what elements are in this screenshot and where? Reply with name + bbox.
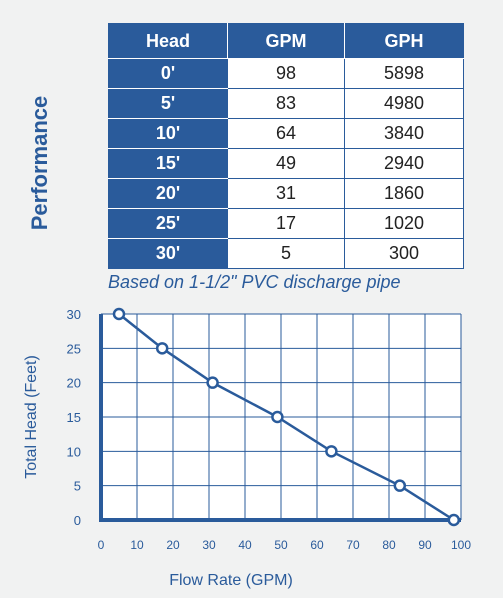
y-tick-label: 25 [67, 341, 81, 356]
gph-cell: 5898 [344, 58, 464, 89]
gph-cell: 1860 [344, 178, 464, 209]
table-row: 20' 31 1860 [108, 178, 464, 209]
table-row: 10' 64 3840 [108, 118, 464, 149]
data-point [393, 479, 407, 492]
data-point [271, 410, 284, 424]
y-axis-label: Total Head (Feet) [23, 355, 40, 479]
table-row: 30' 5 300 [108, 238, 464, 269]
gpm-cell: 49 [227, 148, 345, 179]
gph-cell: 4980 [344, 88, 464, 119]
gph-cell: 2940 [344, 148, 464, 179]
head-cell: 25' [108, 208, 228, 239]
head-cell: 5' [108, 88, 228, 119]
performance-table: Head GPM GPH 0' 98 5898 5' 83 4980 10' 6… [108, 23, 464, 269]
x-tick-label: 10 [130, 538, 144, 552]
gpm-cell: 64 [227, 118, 345, 149]
y-tick-label: 30 [67, 307, 81, 322]
gpm-cell: 5 [227, 238, 345, 269]
x-tick-label: 70 [346, 538, 360, 552]
x-tick-label: 90 [418, 538, 432, 552]
header-head: Head [108, 23, 228, 59]
header-gph: GPH [344, 23, 464, 59]
x-axis-label: Flow Rate (GPM) [169, 572, 293, 589]
y-tick-label: 20 [67, 376, 81, 391]
gph-cell: 1020 [344, 208, 464, 239]
head-cell: 15' [108, 148, 228, 179]
chart-ticks: 0 10 20 30 40 50 60 70 80 90 100 0 5 10 15 20 25 30 [67, 307, 472, 552]
y-tick-label: 15 [67, 410, 81, 425]
head-cell: 0' [108, 58, 228, 89]
head-cell: 10' [108, 118, 228, 149]
table-row: 5' 83 4980 [108, 88, 464, 119]
gpm-cell: 98 [227, 58, 345, 89]
data-point [155, 342, 169, 355]
x-tick-label: 50 [274, 538, 288, 552]
gpm-cell: 17 [227, 208, 345, 239]
x-tick-label: 100 [451, 538, 471, 552]
y-tick-label: 10 [67, 444, 81, 459]
header-gpm: GPM [227, 23, 345, 59]
data-point [447, 513, 461, 527]
x-tick-label: 20 [166, 538, 180, 552]
x-tick-label: 60 [310, 538, 324, 552]
head-cell: 30' [108, 238, 228, 269]
gph-cell: 3840 [344, 118, 464, 149]
x-tick-label: 80 [382, 538, 396, 552]
table-row: 15' 49 2940 [108, 148, 464, 179]
data-point [325, 445, 338, 458]
y-tick-label: 5 [74, 479, 81, 494]
chart-series [112, 307, 461, 527]
x-tick-label: 0 [98, 538, 105, 552]
table-header-row: Head GPM GPH [108, 23, 464, 59]
gph-cell: 300 [344, 238, 464, 269]
gpm-cell: 31 [227, 178, 345, 209]
head-cell: 20' [108, 178, 228, 209]
gpm-cell: 83 [227, 88, 345, 119]
section-label: Performance [27, 95, 52, 231]
performance-chart: 0 10 20 30 40 50 60 70 80 90 100 0 5 10 15 20 25 30 Flow … [23, 307, 472, 589]
x-tick-label: 40 [238, 538, 252, 552]
y-tick-label: 0 [74, 513, 81, 528]
x-tick-label: 30 [202, 538, 216, 552]
discharge-pipe-note: Based on 1-1/2" PVC discharge pipe [108, 272, 401, 292]
data-point [112, 307, 126, 321]
table-row: 25' 17 1020 [108, 208, 464, 239]
table-row: 0' 98 5898 [108, 58, 464, 89]
data-point [206, 376, 219, 389]
chart-axes [99, 314, 461, 522]
